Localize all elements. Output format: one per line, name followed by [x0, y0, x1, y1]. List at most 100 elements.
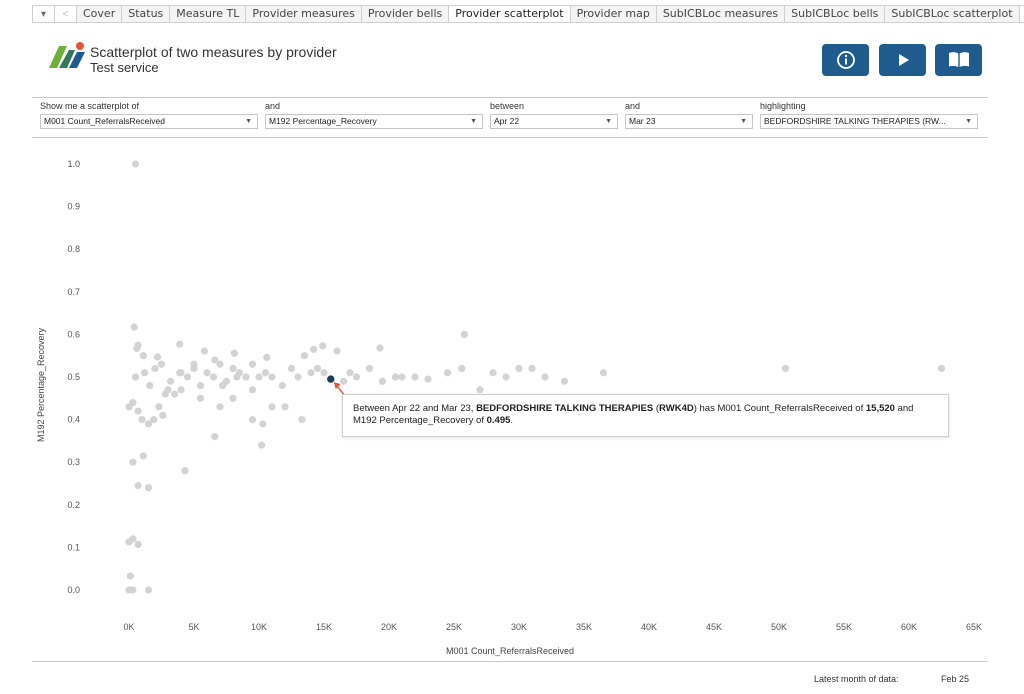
data-point [130, 323, 138, 331]
x-tick-label: 45K [706, 622, 722, 632]
highlight-select[interactable]: BEDFORDSHIRE TALKING THERAPIES (RW... ▼ [760, 114, 978, 129]
scatter-chart: 0.0 0.1 0.2 0.3 0.4 0.5 0.6 0.7 0.8 0.9 1.0 0K 5K 10K… [36, 159, 982, 656]
tab-prev-icon[interactable]: < [55, 6, 77, 22]
x-tick-label: 30K [511, 622, 527, 632]
data-point [599, 369, 608, 377]
x-tick-label: 5K [188, 622, 199, 632]
tab-list: Cover Status Measure TL Provider measures Pr… [77, 6, 1020, 22]
data-point [258, 441, 266, 449]
measure-x-label: Show me a scatterplot of [40, 101, 140, 111]
x-tick-label: 50K [771, 622, 787, 632]
data-point [129, 398, 137, 407]
x-tick-label: 65K [966, 622, 982, 632]
data-point [255, 373, 263, 381]
data-point [268, 373, 276, 381]
measure-x-select[interactable]: M001 Count_ReferralsReceived ▼ [40, 114, 258, 129]
data-point [181, 467, 189, 475]
data-point [528, 364, 536, 373]
highlighted-data-point [326, 374, 336, 384]
data-point [129, 458, 137, 466]
highlight-label: highlighting [760, 101, 806, 111]
guide-button[interactable] [935, 44, 982, 76]
data-point [139, 452, 147, 460]
data-point [313, 364, 322, 373]
data-point [146, 381, 154, 390]
data-point [541, 373, 549, 381]
data-point [230, 349, 238, 357]
data-point [333, 347, 341, 355]
tab-menu-icon[interactable]: ▾ [33, 6, 55, 22]
chevron-down-icon: ▼ [605, 118, 612, 125]
play-button[interactable] [879, 44, 926, 76]
tab-provider-bells[interactable]: Provider bells [361, 6, 450, 22]
data-point [287, 364, 296, 373]
data-point [170, 390, 179, 398]
data-point [134, 482, 142, 490]
data-point [248, 360, 257, 368]
data-point [131, 373, 140, 381]
data-point [144, 484, 153, 492]
to-month-select[interactable]: Mar 23 ▼ [625, 114, 753, 129]
x-tick-label: 55K [836, 622, 852, 632]
tab-measure-tl[interactable]: Measure TL [170, 6, 247, 22]
data-point [937, 364, 946, 373]
data-point [141, 369, 149, 377]
data-point [502, 373, 510, 381]
x-tick-label: 25K [446, 622, 462, 632]
tab-provider-measures[interactable]: Provider measures [246, 6, 362, 22]
data-point [229, 394, 237, 402]
data-point [167, 377, 175, 385]
data-point [378, 377, 387, 385]
data-point [219, 381, 227, 390]
latest-month-label: Latest month of data: [814, 674, 899, 684]
tooltip-arrow-head [333, 382, 341, 390]
tab-subicbloc-scatterplot[interactable]: SubICBLoc scatterplot [885, 6, 1020, 22]
tab-cover[interactable]: Cover [77, 6, 123, 22]
data-point [424, 375, 432, 383]
footer-divider [32, 661, 988, 662]
data-point [211, 433, 219, 441]
data-point [560, 377, 569, 385]
data-point [259, 420, 267, 428]
data-point [298, 416, 306, 424]
info-button[interactable] [822, 44, 869, 76]
tab-subicbloc-measures[interactable]: SubICBLoc measures [656, 6, 786, 22]
y-tick-label: 1.0 [67, 159, 80, 169]
data-point [176, 369, 184, 377]
tooltip-text-3: ) has M001 Count_ReferralsReceived of [693, 403, 866, 414]
page-title: Scatterplot of two measures by provider [90, 44, 337, 60]
tooltip-y-value: 0.495 [486, 415, 511, 426]
data-point [134, 407, 142, 415]
data-point [411, 373, 419, 381]
data-point [138, 416, 146, 424]
data-point [458, 364, 466, 373]
y-tick-label: 0.8 [67, 244, 80, 254]
data-point [151, 364, 159, 373]
data-point [196, 381, 205, 390]
tab-next-icon[interactable]: > [1019, 6, 1024, 22]
chevron-down-icon: ▼ [470, 118, 477, 125]
measure-y-select[interactable]: M192 Percentage_Recovery ▼ [265, 114, 483, 129]
data-point [781, 364, 790, 373]
data-point [307, 369, 315, 377]
tab-provider-scatterplot[interactable]: Provider scatterplot [449, 6, 571, 22]
data-point [476, 386, 484, 394]
x-axis-title: M001 Count_ReferralsReceived [446, 646, 574, 656]
tab-provider-map[interactable]: Provider map [570, 6, 657, 22]
data-point [164, 386, 172, 394]
data-point [460, 330, 468, 338]
data-point [200, 347, 208, 355]
data-point [176, 340, 184, 348]
data-point [150, 416, 158, 424]
tab-subicbloc-bells[interactable]: SubICBLoc bells [785, 6, 886, 22]
chevron-down-icon: ▼ [740, 118, 747, 125]
x-tick-label: 20K [381, 622, 397, 632]
from-month-select[interactable]: Apr 22 ▼ [490, 114, 618, 129]
data-point [391, 373, 400, 381]
to-month-value: Mar 23 [629, 116, 656, 126]
tooltip-text-1: Between Apr 22 and Mar 23, [353, 403, 477, 414]
y-tick-label: 0.1 [67, 542, 80, 552]
measure-x-value: M001 Count_ReferralsReceived [44, 116, 165, 126]
tab-status[interactable]: Status [122, 6, 171, 22]
data-point [125, 538, 133, 546]
